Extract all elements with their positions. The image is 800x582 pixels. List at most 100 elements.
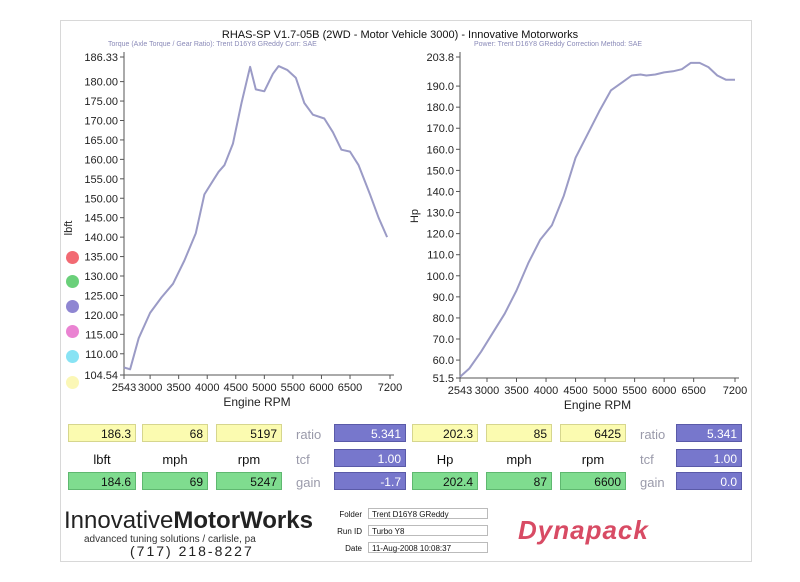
power-y-tick-label: 170.0 xyxy=(426,123,454,135)
gain-value: -1.7 xyxy=(334,472,406,490)
folder-label: Folder xyxy=(339,510,362,519)
gain-value-right: 0.0 xyxy=(676,472,742,490)
power-y-axis-label: Hp xyxy=(409,209,421,223)
power-x-tick-label: 4500 xyxy=(563,385,587,397)
power-max-value: 202.3 xyxy=(412,424,478,442)
power-y-tick-label: 90.0 xyxy=(433,292,454,304)
legend-dot xyxy=(66,376,79,389)
company-logo: InnovativeMotorWorks xyxy=(64,507,313,534)
ratio-label-right: ratio xyxy=(640,427,666,442)
torque-y-tick-label: 155.00 xyxy=(84,174,118,186)
power-y-tick-label: 60.0 xyxy=(433,355,454,367)
power-max-mph: 85 xyxy=(486,424,552,442)
power-y-tick-label: 70.0 xyxy=(433,334,454,346)
gain-label: gain xyxy=(296,475,321,490)
torque-x-tick-label: 4000 xyxy=(195,382,219,394)
tcf-value-right: 1.00 xyxy=(676,449,742,467)
torque-x-tick-label: 7200 xyxy=(378,382,402,394)
torque-x-tick-label: 5000 xyxy=(252,382,276,394)
unit-lbft: lbft xyxy=(93,452,111,467)
torque-x-tick-label: 6500 xyxy=(338,382,362,394)
dyno-sheet xyxy=(60,20,752,562)
torque-compare-mph: 69 xyxy=(142,472,208,490)
ratio-value-right: 5.341 xyxy=(676,424,742,442)
legend-dot xyxy=(66,350,79,363)
dynapack-logo: Dynapack xyxy=(518,515,649,545)
power-y-tick-label: 80.0 xyxy=(433,313,454,325)
tcf-label-right: tcf xyxy=(640,452,654,467)
power-y-tick-label: 190.0 xyxy=(426,81,454,93)
torque-max-value: 186.3 xyxy=(68,424,136,442)
power-y-tick-label: 51.5 xyxy=(433,373,454,385)
company-phone: (717) 218-8227 xyxy=(130,543,254,559)
torque-y-tick-label: 175.00 xyxy=(84,96,118,108)
torque-y-tick-label: 125.00 xyxy=(84,290,118,302)
torque-y-tick-label: 104.54 xyxy=(84,370,118,382)
legend-dot xyxy=(66,325,79,338)
power-x-tick-label: 4000 xyxy=(534,385,558,397)
torque-x-tick-label: 3000 xyxy=(138,382,162,394)
torque-y-tick-label: 165.00 xyxy=(84,135,118,147)
torque-x-tick-label: 3500 xyxy=(166,382,190,394)
power-y-tick-label: 203.8 xyxy=(426,52,454,64)
unit-mph: mph xyxy=(162,452,188,467)
power-y-tick-label: 140.0 xyxy=(426,186,454,198)
torque-y-tick-label: 180.00 xyxy=(84,77,118,89)
torque-y-tick-label: 160.00 xyxy=(84,154,118,166)
unit-rpm-right: rpm xyxy=(581,452,605,467)
ratio-label: ratio xyxy=(296,427,322,442)
power-y-tick-label: 150.0 xyxy=(426,165,454,177)
date-value: 11-Aug-2008 10:08:37 xyxy=(368,542,488,553)
power-y-tick-label: 110.0 xyxy=(427,250,454,262)
power-x-axis-label: Engine RPM xyxy=(564,398,631,412)
torque-y-tick-label: 150.00 xyxy=(84,193,118,205)
power-x-tick-label: 6500 xyxy=(681,385,705,397)
unit-mph-right: mph xyxy=(506,452,532,467)
dyno-charts: 186.33 180.00 175.00 170.00 165.00 160.00 155.… xyxy=(63,52,747,412)
torque-y-tick-label: 110.00 xyxy=(85,349,118,361)
unit-hp: Hp xyxy=(436,452,454,467)
power-x-tick-label: 5000 xyxy=(593,385,617,397)
power-compare-value: 202.4 xyxy=(412,472,478,490)
power-y-tick-label: 180.0 xyxy=(426,102,454,114)
run-id-value: Turbo Y8 xyxy=(368,525,488,536)
torque-y-tick-label: 130.00 xyxy=(84,271,118,283)
ratio-value: 5.341 xyxy=(334,424,406,442)
unit-rpm: rpm xyxy=(237,452,261,467)
folder-value: Trent D16Y8 GReddy xyxy=(368,508,488,519)
report-footer: InnovativeMotorWorks advanced tuning sol… xyxy=(62,505,750,561)
report-title: RHAS-SP V1.7-05B (2WD - Motor Vehicle 30… xyxy=(221,29,579,41)
torque-compare-value: 184.6 xyxy=(68,472,136,490)
date-label: Date xyxy=(345,544,362,553)
power-x-tick-label: 7200 xyxy=(723,385,747,397)
gain-label-right: gain xyxy=(640,475,665,490)
power-y-tick-label: 130.0 xyxy=(426,208,454,220)
power-curve xyxy=(459,61,735,378)
power-x-tick-label: 3000 xyxy=(475,385,499,397)
torque-compare-rpm: 5247 xyxy=(216,472,282,490)
power-x-tick-label: 5500 xyxy=(622,385,646,397)
power-compare-mph: 87 xyxy=(486,472,552,490)
torque-chart-info: Torque (Axle Torque / Gear Ratio): Trent… xyxy=(108,41,317,48)
power-y-tick-label: 120.0 xyxy=(426,229,454,241)
torque-max-rpm: 5197 xyxy=(216,424,282,442)
torque-max-mph: 68 xyxy=(142,424,208,442)
legend-dot xyxy=(66,300,79,313)
torque-y-tick-label: 140.00 xyxy=(84,232,118,244)
power-x-tick-label: 2543 xyxy=(448,385,472,397)
torque-y-tick-label: 145.00 xyxy=(84,213,118,225)
power-max-rpm: 6425 xyxy=(560,424,626,442)
torque-x-axis-label: Engine RPM xyxy=(223,395,290,409)
torque-x-tick-label: 5500 xyxy=(281,382,305,394)
tcf-label: tcf xyxy=(296,452,310,467)
torque-y-tick-label: 186.33 xyxy=(84,52,118,64)
power-compare-rpm: 6600 xyxy=(560,472,626,490)
torque-y-tick-label: 170.00 xyxy=(84,115,118,127)
torque-y-tick-label: 135.00 xyxy=(84,252,118,264)
torque-curve xyxy=(123,65,389,371)
power-x-tick-label: 3500 xyxy=(504,385,528,397)
power-y-tick-label: 100.0 xyxy=(426,271,454,283)
power-x-tick-label: 6000 xyxy=(652,385,676,397)
torque-x-tick-label: 2543 xyxy=(112,382,136,394)
torque-y-tick-label: 120.00 xyxy=(84,310,118,322)
